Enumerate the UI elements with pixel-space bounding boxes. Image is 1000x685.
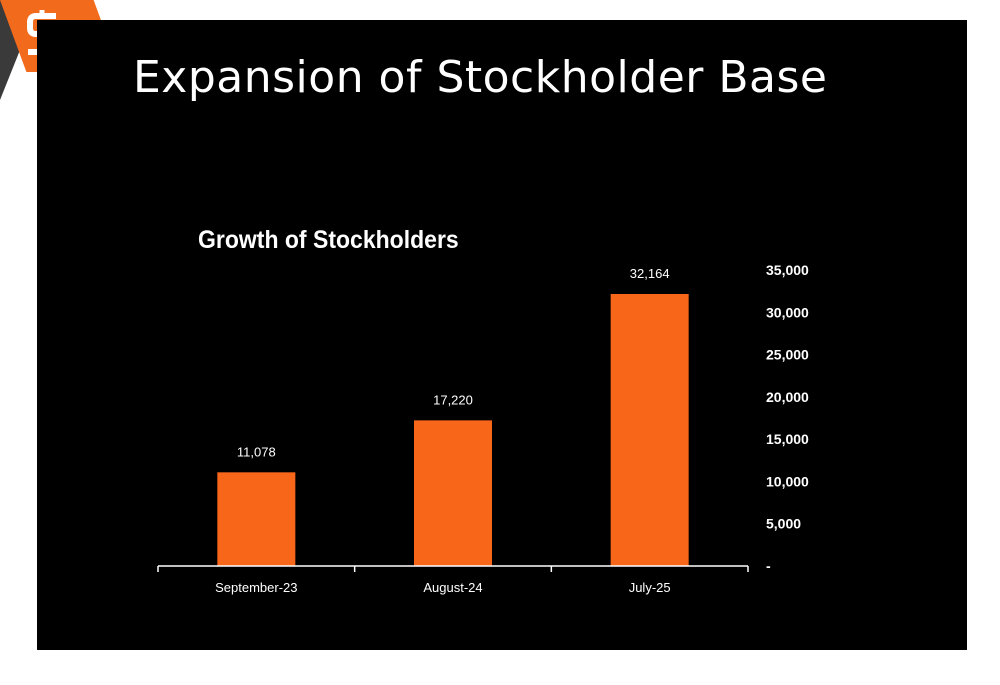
data-label: 17,220	[433, 392, 473, 407]
data-label: 11,078	[237, 444, 276, 459]
y-tick-label: -	[766, 558, 771, 574]
slide-background	[37, 20, 967, 650]
y-tick-label: 20,000	[766, 389, 809, 405]
bar	[610, 293, 689, 566]
y-tick-label: 30,000	[766, 304, 809, 320]
bar	[217, 472, 296, 566]
chart-title: Growth of Stockholders	[198, 226, 459, 254]
y-tick-label: 25,000	[766, 347, 809, 363]
x-tick-label: July-25	[629, 580, 671, 595]
bar	[414, 420, 492, 566]
x-tick-label: September-23	[215, 580, 297, 595]
data-label: 32,164	[630, 266, 670, 281]
y-tick-label: 5,000	[766, 516, 801, 532]
y-tick-label: 15,000	[766, 431, 809, 447]
x-tick-label: August-24	[423, 580, 482, 595]
slide-title: Expansion of Stockholder Base	[133, 52, 828, 103]
y-tick-label: 10,000	[766, 473, 809, 489]
y-tick-label: 35,000	[766, 262, 809, 278]
